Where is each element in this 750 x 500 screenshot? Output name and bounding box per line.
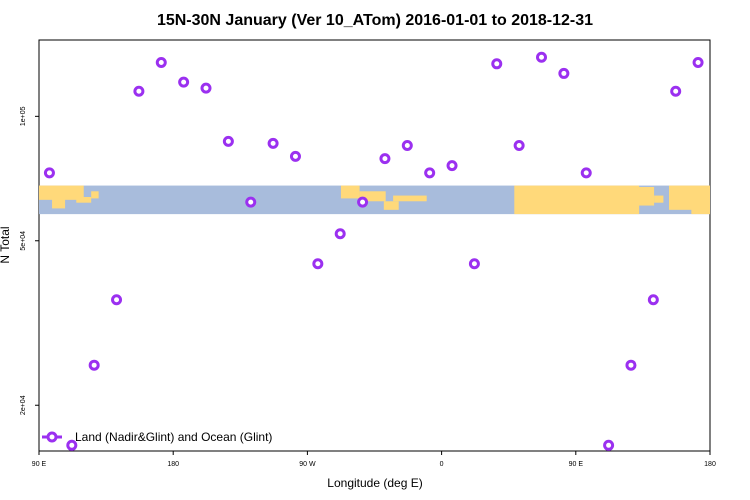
data-point (625, 359, 637, 371)
x-axis-label: Longitude (deg E) (327, 476, 422, 490)
x-tick-label: 0 (440, 461, 444, 468)
x-tick-label: 180 (167, 461, 179, 468)
land-patch (393, 195, 427, 202)
data-point (401, 140, 413, 152)
land-patch (340, 185, 360, 199)
land-patch (52, 198, 66, 209)
data-point (267, 137, 279, 149)
data-point (647, 294, 659, 306)
data-point (200, 82, 212, 94)
legend-label: Land (Nadir&Glint) and Ocean (Glint) (75, 430, 272, 444)
data-point (88, 359, 100, 371)
data-point (670, 85, 682, 97)
data-point (536, 51, 548, 63)
y-tick-label: 5e+04 (20, 231, 27, 251)
x-tick-label: 180 (704, 461, 716, 468)
y-axis-label: N Total (0, 226, 12, 263)
data-point (558, 67, 570, 79)
x-tick-label: 90 E (32, 461, 47, 468)
data-point (334, 228, 346, 240)
data-point (245, 196, 257, 208)
data-point (692, 56, 704, 68)
data-point (289, 150, 301, 162)
x-tick-label: 90 E (569, 461, 584, 468)
data-point (178, 76, 190, 88)
y-tick-label: 1e+05 (20, 106, 27, 126)
x-tick-label: 90 W (299, 461, 316, 468)
land-patch (359, 191, 386, 202)
data-point (424, 167, 436, 179)
data-point (66, 439, 78, 451)
data-point (603, 439, 615, 451)
data-point (111, 294, 123, 306)
legend-marker (46, 431, 58, 443)
y-tick-label: 2e+04 (20, 395, 27, 415)
legend: Land (Nadir&Glint) and Ocean (Glint) (42, 430, 272, 444)
data-point (133, 85, 145, 97)
world-map-band (39, 185, 710, 215)
land-patch (514, 185, 640, 215)
land-patch (654, 195, 664, 203)
data-point (222, 135, 234, 147)
data-point (446, 160, 458, 172)
data-point (379, 153, 391, 165)
x-axis: 90 E 180 90 W 0 90 E 180 (32, 451, 716, 468)
data-point (580, 167, 592, 179)
data-point (43, 167, 55, 179)
land-patch (91, 191, 99, 199)
land-patch (39, 185, 84, 200)
data-point (357, 196, 369, 208)
land-patch (626, 186, 655, 206)
data-point (155, 56, 167, 68)
data-point (491, 58, 503, 70)
data-point (513, 140, 525, 152)
data-point (312, 258, 324, 270)
data-points (43, 51, 704, 451)
land-patch (383, 201, 399, 210)
data-point (468, 258, 480, 270)
y-axis: 2e+04 5e+04 1e+05 (20, 106, 39, 415)
land-patch (691, 199, 710, 215)
chart-title: 15N-30N January (Ver 10_ATom) 2016-01-01… (157, 12, 593, 29)
land-patch (76, 196, 92, 203)
plot-frame (38, 39, 711, 452)
